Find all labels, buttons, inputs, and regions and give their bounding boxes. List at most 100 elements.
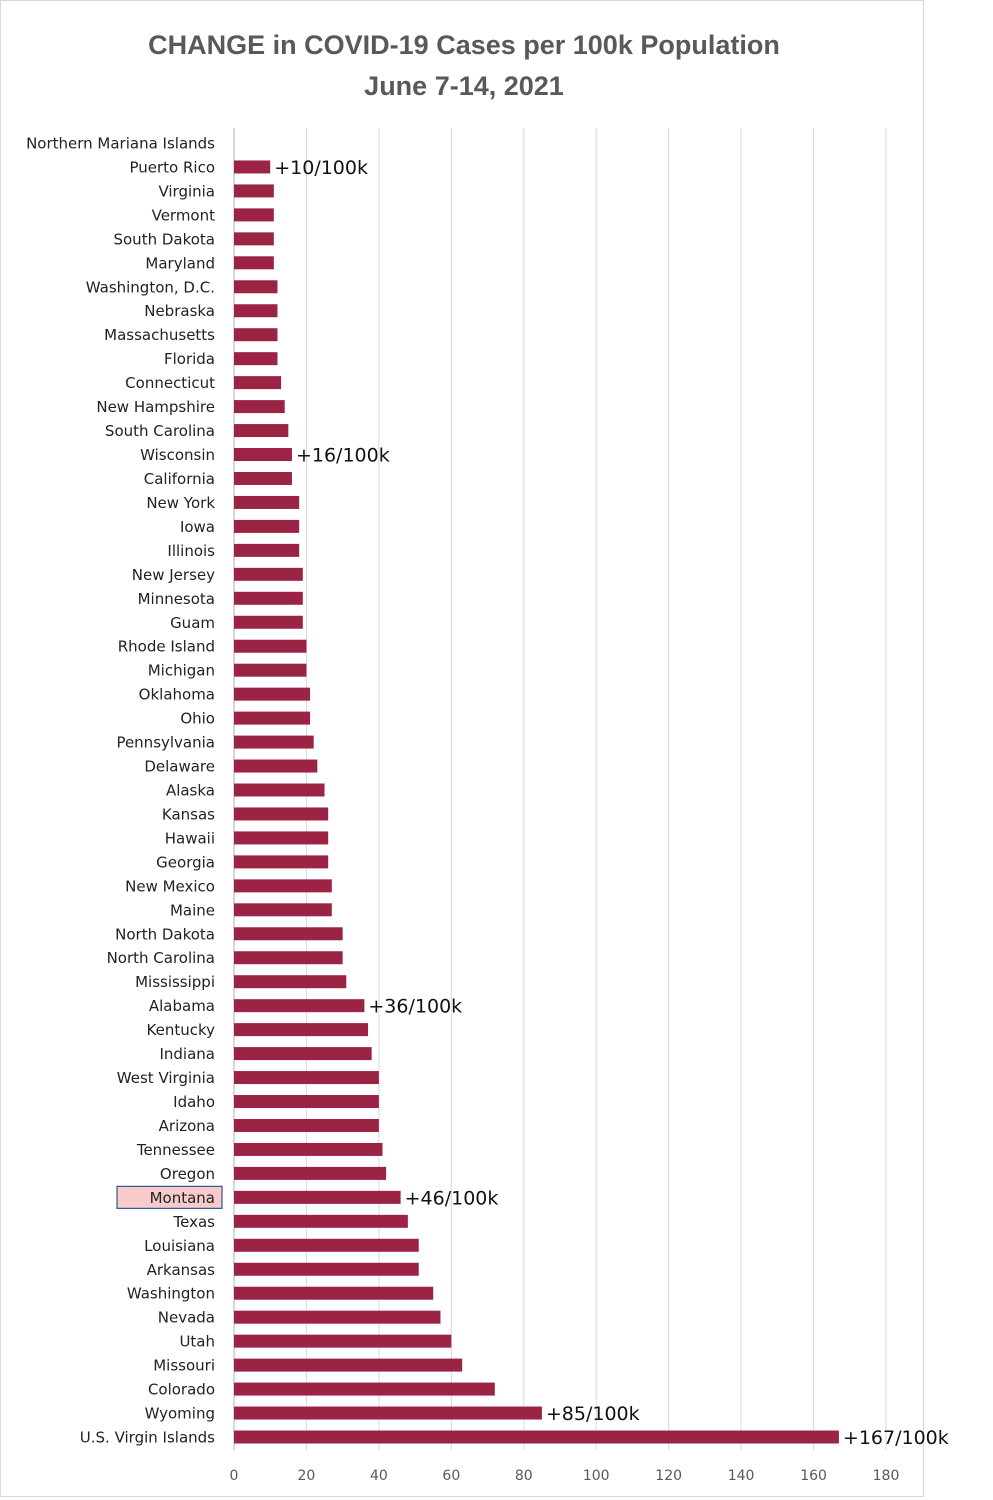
category-label: Maryland <box>145 254 215 272</box>
bar-mississippi <box>234 975 347 989</box>
category-label: U.S. Virgin Islands <box>80 1429 215 1447</box>
category-label: Vermont <box>152 206 216 224</box>
x-tick-label: 20 <box>298 1468 316 1484</box>
category-label: Kentucky <box>147 1021 216 1039</box>
category-label: Puerto Rico <box>129 158 215 176</box>
category-label: Maine <box>170 901 215 919</box>
category-label: New York <box>146 494 215 512</box>
bar-florida <box>234 352 278 366</box>
category-label: South Dakota <box>113 230 215 248</box>
bar-puerto-rico <box>234 160 271 174</box>
bar-ohio <box>234 711 311 725</box>
category-label: Nevada <box>158 1309 215 1327</box>
category-label: Hawaii <box>165 829 215 847</box>
bar-georgia <box>234 855 329 869</box>
category-label: Oklahoma <box>139 686 215 704</box>
bar-missouri <box>234 1358 463 1372</box>
category-label: Arizona <box>159 1117 215 1135</box>
bars <box>234 160 839 1444</box>
category-highlight <box>116 1185 223 1209</box>
bar-michigan <box>234 663 307 677</box>
data-label: +10/100k <box>274 157 368 179</box>
bar-nebraska <box>234 304 278 318</box>
bar-arkansas <box>234 1262 419 1276</box>
bar-west-virginia <box>234 1071 379 1085</box>
category-label: Mississippi <box>135 973 215 991</box>
bar-utah <box>234 1334 452 1348</box>
bar-new-mexico <box>234 879 332 893</box>
data-label: +16/100k <box>296 445 390 467</box>
category-label: Louisiana <box>144 1237 215 1255</box>
category-label: Texas <box>173 1213 216 1231</box>
data-labels: +10/100k +16/100k +36/100k +46/100k +85/100k… <box>274 157 949 1449</box>
category-label: Florida <box>164 350 215 368</box>
bar-maryland <box>234 256 274 270</box>
category-label: Wisconsin <box>140 446 215 464</box>
category-label: Virginia <box>158 182 215 200</box>
category-label: Georgia <box>156 853 215 871</box>
x-tick-label: 140 <box>728 1468 755 1484</box>
bar-south-carolina <box>234 424 289 438</box>
category-label: Utah <box>179 1333 215 1351</box>
bar-tennessee <box>234 1142 383 1156</box>
category-label: North Dakota <box>115 925 215 943</box>
bar-oklahoma <box>234 687 311 701</box>
category-label: Minnesota <box>138 590 215 608</box>
category-label: Missouri <box>153 1357 215 1375</box>
chart-subtitle: June 7-14, 2021 <box>364 71 564 101</box>
chart-title: CHANGE in COVID-19 Cases per 100k Popula… <box>148 30 780 60</box>
bar-wyoming <box>234 1406 542 1420</box>
bar-massachusetts <box>234 328 278 342</box>
gridlines <box>233 128 887 1450</box>
bar-alaska <box>234 783 325 797</box>
category-label: Washington <box>127 1285 215 1303</box>
category-label: Alaska <box>166 782 215 800</box>
category-label: New Hampshire <box>96 398 215 416</box>
data-label: +167/100k <box>843 1427 949 1449</box>
category-label: Oregon <box>160 1165 215 1183</box>
x-tick-label: 80 <box>515 1468 533 1484</box>
bar-kansas <box>234 807 329 821</box>
bar-north-carolina <box>234 951 343 965</box>
category-label: Northern Mariana Islands <box>26 135 215 153</box>
bar-oregon <box>234 1166 387 1180</box>
category-label: North Carolina <box>107 949 215 967</box>
bar-maine <box>234 903 332 917</box>
data-label: +36/100k <box>368 996 462 1018</box>
category-label: Guam <box>170 614 215 632</box>
category-label: West Virginia <box>117 1069 215 1087</box>
category-label: Nebraska <box>144 302 215 320</box>
data-label: +85/100k <box>546 1403 640 1425</box>
bar-u-s-virgin-islands <box>234 1430 839 1444</box>
bar-vermont <box>234 208 274 222</box>
category-label: Washington, D.C. <box>86 278 215 296</box>
category-label: Indiana <box>159 1045 215 1063</box>
x-tick-label: 40 <box>370 1468 388 1484</box>
bar-rhode-island <box>234 639 307 653</box>
chart-frame <box>0 0 924 1497</box>
bar-guam <box>234 615 303 629</box>
x-tick-label: 60 <box>442 1468 460 1484</box>
category-label: Alabama <box>149 997 215 1015</box>
x-tick-label: 100 <box>583 1468 610 1484</box>
x-tick-label: 0 <box>230 1468 239 1484</box>
category-label: Michigan <box>148 662 215 680</box>
bar-arizona <box>234 1118 379 1132</box>
bar-hawaii <box>234 831 329 845</box>
category-label: New Mexico <box>125 877 215 895</box>
category-label: California <box>144 470 215 488</box>
bar-kentucky <box>234 1023 369 1037</box>
data-label: +46/100k <box>405 1187 499 1209</box>
category-label: Ohio <box>180 710 215 728</box>
x-tick-labels: 0 20 40 60 80 100 120 140 160 180 <box>230 1468 900 1484</box>
bar-north-dakota <box>234 927 343 941</box>
category-labels: Northern Mariana Islands Puerto Rico Virgi… <box>26 135 215 1447</box>
bar-colorado <box>234 1382 495 1396</box>
bar-iowa <box>234 519 300 533</box>
bar-new-hampshire <box>234 400 285 414</box>
bar-minnesota <box>234 591 303 605</box>
bar-texas <box>234 1214 408 1228</box>
category-label: Idaho <box>173 1093 215 1111</box>
category-label: Pennsylvania <box>116 734 215 752</box>
category-label: Illinois <box>167 542 215 560</box>
